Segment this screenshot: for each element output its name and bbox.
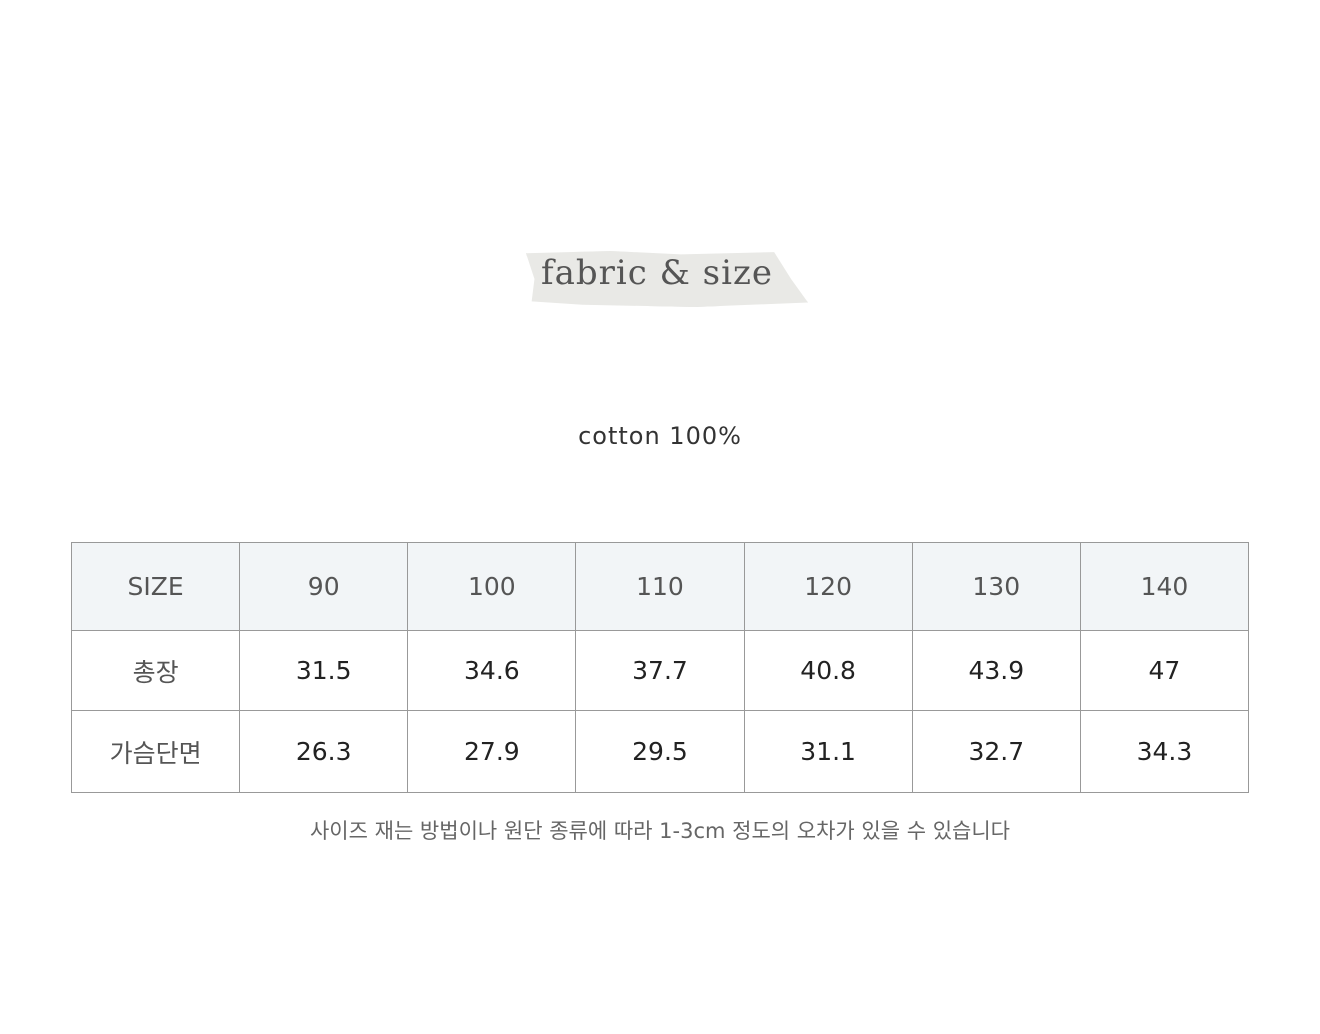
table-header-row: SIZE 90 100 110 120 130 140: [70, 542, 1250, 631]
table-cell: 40.8: [743, 630, 913, 711]
size-table: SIZE 90 100 110 120 130 140 총장 31.5 34.6…: [70, 542, 1250, 793]
table-cell: 27.9: [407, 710, 577, 793]
table-cell: 37.7: [575, 630, 745, 711]
table-cell: 31.1: [743, 710, 913, 793]
fabric-composition: cotton 100%: [578, 422, 742, 450]
table-cell: 29.5: [575, 710, 745, 793]
header-cell: 90: [239, 542, 409, 631]
measurement-note: 사이즈 재는 방법이나 원단 종류에 따라 1-3cm 정도의 오차가 있을 수…: [309, 819, 1010, 843]
header-cell: 130: [911, 542, 1081, 631]
header-cell: 110: [575, 542, 745, 631]
row-label: 총장: [70, 630, 241, 711]
table-cell: 43.9: [911, 630, 1081, 711]
header-cell: 100: [407, 542, 577, 631]
table-cell: 34.6: [407, 630, 577, 711]
row-label: 가슴단면: [70, 710, 241, 793]
header-cell: 120: [743, 542, 913, 631]
header-cell: SIZE: [70, 542, 241, 631]
table-row: 가슴단면 26.3 27.9 29.5 31.1 32.7 34.3: [70, 710, 1250, 793]
table-cell: 32.7: [911, 710, 1081, 793]
tape-label-background: [526, 251, 808, 307]
table-cell: 26.3: [239, 710, 409, 793]
table-row: 총장 31.5 34.6 37.7 40.8 43.9 47: [70, 630, 1250, 711]
table-cell: 34.3: [1079, 710, 1250, 793]
table-cell: 31.5: [239, 630, 409, 711]
table-cell: 47: [1079, 630, 1250, 711]
header-cell: 140: [1079, 542, 1250, 631]
section-title: fabric & size: [540, 253, 774, 293]
